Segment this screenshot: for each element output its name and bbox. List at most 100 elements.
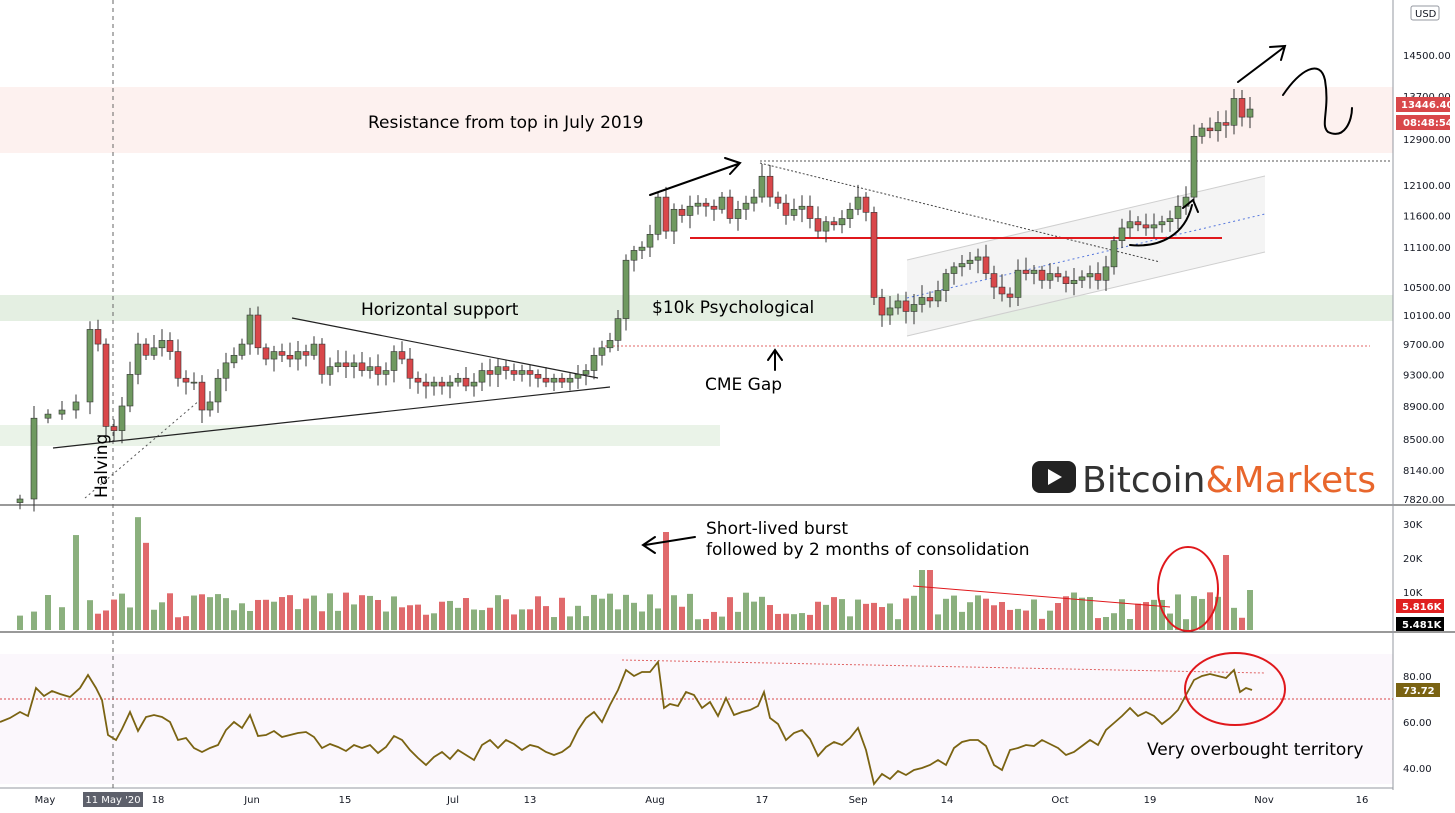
downtrend-line	[759, 162, 1161, 263]
date-tick-label: 17	[756, 795, 769, 806]
volume-bar	[807, 614, 813, 630]
volume-bar	[1247, 590, 1253, 630]
lower-support-zone	[0, 425, 720, 446]
candle-up	[190, 381, 198, 384]
candle-up	[742, 202, 750, 210]
volume-bar	[59, 607, 65, 630]
candle-down	[726, 196, 734, 219]
volume-bar	[175, 617, 181, 630]
candle-up	[1158, 221, 1166, 226]
candle-down	[342, 362, 350, 367]
volume-bar	[359, 595, 365, 630]
volume-downtrend-line	[912, 585, 1171, 608]
volume-bar	[271, 601, 277, 630]
candle-up	[1166, 218, 1174, 222]
candle-up	[886, 307, 894, 316]
candle-up	[1190, 135, 1198, 198]
candle-down	[286, 354, 294, 360]
rsi-note-label: Very overbought territory	[1147, 740, 1363, 760]
candle-up	[1198, 127, 1206, 137]
volume-bar	[655, 608, 661, 630]
volume-bar	[551, 617, 557, 630]
candle-up	[494, 366, 502, 375]
candle-down	[302, 351, 310, 356]
volume-bar	[1007, 609, 1013, 630]
volume-bar	[311, 595, 317, 630]
volume-bar	[623, 594, 629, 630]
candle-down	[1094, 273, 1102, 281]
hand-drawn-arrows	[641, 44, 1353, 554]
price-tick-label: 9300.00	[1403, 370, 1444, 381]
volume-bar	[319, 611, 325, 630]
candle-up	[326, 366, 334, 375]
candles	[16, 88, 1254, 512]
candle-down	[862, 196, 870, 213]
date-tick-label: Jul	[446, 795, 459, 806]
price-tick-label: 12100.00	[1403, 181, 1451, 192]
candle-up	[1030, 269, 1038, 274]
volume-bar	[919, 570, 925, 630]
candle-up	[230, 354, 238, 364]
volume-bar	[1079, 597, 1085, 630]
candle-up	[1070, 279, 1078, 284]
volume-bar	[607, 593, 613, 630]
candle-up	[44, 413, 52, 419]
last-price-badge	[1396, 97, 1450, 112]
candle-up	[1150, 224, 1158, 229]
candle-down	[1206, 127, 1214, 132]
candle-up	[134, 343, 142, 375]
volume-bar	[663, 532, 669, 630]
volume-bar	[911, 595, 917, 630]
resistance-label: Resistance from top in July 2019	[368, 113, 643, 133]
volume-bar	[199, 594, 205, 630]
date-tick-label: Sep	[849, 795, 868, 806]
candle-up	[838, 218, 846, 226]
volume-bar	[431, 613, 437, 630]
volume-bar	[559, 597, 565, 630]
volume-tick-label: 30K	[1403, 520, 1423, 531]
candle-up	[1118, 227, 1126, 241]
volume-bar	[127, 607, 133, 630]
candle-down	[94, 329, 102, 345]
rsi-tick-label: 80.00	[1403, 672, 1432, 683]
candle-up	[718, 196, 726, 210]
candle-down	[878, 297, 886, 316]
candle-up	[670, 208, 678, 232]
rsi-background	[0, 654, 1393, 784]
volume-bar	[159, 602, 165, 630]
date-tick-label: 13	[524, 795, 537, 806]
candle-down	[278, 351, 286, 356]
candle-up	[294, 351, 302, 360]
candle-down	[1238, 98, 1246, 118]
volume-bar	[207, 597, 213, 630]
currency-tag[interactable]	[1410, 5, 1440, 21]
volume-bar	[1223, 555, 1229, 630]
candle-down	[1142, 224, 1150, 229]
candle-up	[1174, 205, 1182, 219]
volume-bar	[487, 607, 493, 630]
candle-up	[366, 366, 374, 371]
volume-bar	[167, 593, 173, 630]
triangle-upper-line	[291, 317, 599, 379]
volume-bar	[895, 619, 901, 630]
candle-up	[430, 381, 438, 387]
volume-bar	[599, 598, 605, 630]
date-tick-label: Aug	[645, 795, 665, 806]
candle-down	[422, 381, 430, 387]
volume-bar	[647, 594, 653, 630]
volume-bar	[671, 595, 677, 630]
volume-bar	[295, 609, 301, 630]
volume-bar	[215, 594, 221, 630]
volume-bar	[1159, 599, 1165, 630]
candle-up	[654, 196, 662, 235]
date-tick-label: 14	[941, 795, 954, 806]
candle-down	[1062, 276, 1070, 284]
volume-bar	[639, 611, 645, 630]
price-tick-label: 7820.00	[1403, 495, 1444, 506]
candle-down	[1022, 269, 1030, 274]
volume-bar	[855, 599, 861, 630]
volume-bar	[335, 610, 341, 630]
volume-tick-label: 20K	[1403, 554, 1423, 565]
candle-up	[646, 233, 654, 248]
volume-bar	[1239, 617, 1245, 630]
